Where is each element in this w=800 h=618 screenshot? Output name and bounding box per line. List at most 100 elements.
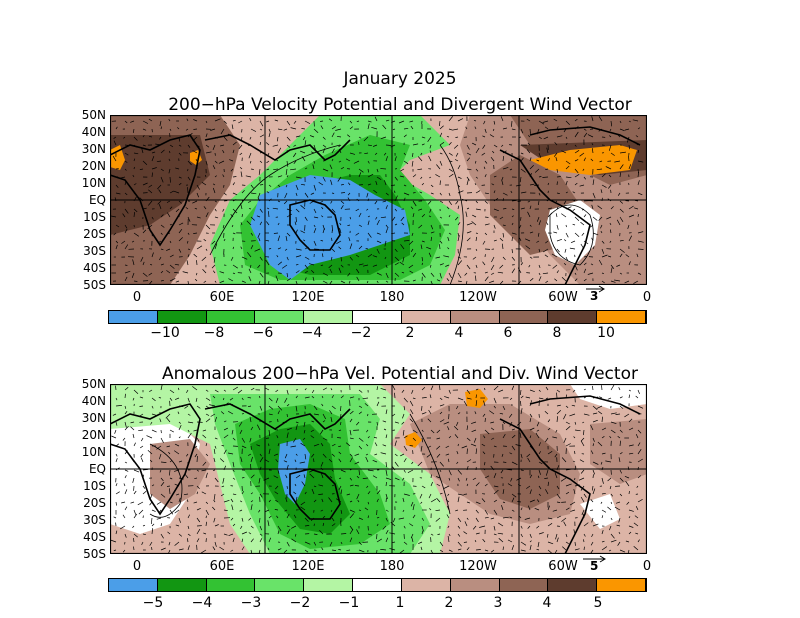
wind-vector	[222, 150, 225, 154]
wind-vector	[124, 228, 128, 234]
wind-vector	[173, 190, 180, 194]
wind-vector	[547, 533, 549, 538]
lat-label: 40N	[81, 394, 106, 408]
wind-vector	[555, 429, 558, 433]
wind-vector	[214, 136, 218, 139]
wind-vector	[510, 477, 513, 482]
wind-vector	[248, 517, 252, 521]
wind-vector	[133, 490, 137, 495]
wind-vector	[124, 506, 128, 511]
wind-vector	[565, 191, 568, 194]
wind-vector	[202, 461, 207, 466]
wind-vector	[331, 192, 335, 194]
wind-vector	[429, 176, 432, 179]
wind-vector	[553, 118, 558, 122]
wind-vector	[231, 124, 234, 130]
wind-vector	[124, 475, 127, 479]
wind-vector	[563, 437, 567, 444]
wind-vector	[436, 483, 441, 487]
wind-vector	[372, 144, 378, 147]
wind-vector	[545, 199, 549, 202]
wind-vector	[610, 412, 617, 415]
wind-vector	[483, 166, 486, 170]
wind-vector	[277, 128, 283, 131]
wind-vector	[187, 144, 191, 148]
wind-vector	[453, 144, 459, 149]
wind-vector	[169, 150, 171, 154]
wind-vector	[403, 458, 407, 463]
coastline	[110, 403, 201, 516]
wind-vector	[304, 453, 307, 460]
wind-vector	[609, 240, 612, 243]
wind-vector	[277, 247, 282, 250]
colorbar-swatch	[255, 579, 305, 591]
wind-vector	[529, 544, 532, 551]
wind-vector	[358, 549, 365, 553]
lon-label: 0	[642, 559, 652, 574]
wind-vector	[160, 481, 165, 487]
wind-vector	[592, 232, 599, 236]
wind-vector	[583, 128, 587, 131]
wind-vector	[439, 120, 441, 127]
wind-vector	[138, 509, 144, 515]
wind-vector	[311, 396, 315, 399]
wind-vector	[295, 395, 298, 399]
wind-vector	[394, 176, 398, 181]
wind-vector	[439, 125, 444, 130]
wind-vector	[367, 413, 369, 417]
wind-vector	[502, 461, 507, 463]
wind-vector	[358, 168, 364, 173]
wind-vector	[223, 465, 227, 471]
wind-vector	[592, 396, 599, 399]
wind-vector	[196, 491, 199, 495]
wind-vector	[265, 239, 270, 242]
wind-vector	[223, 509, 228, 512]
wind-vector	[436, 497, 441, 503]
wind-vector	[447, 236, 450, 242]
wind-vector	[286, 136, 291, 141]
wind-vector	[213, 448, 216, 455]
wind-vector	[124, 264, 128, 266]
wind-vector	[457, 272, 462, 279]
wind-vector	[193, 253, 198, 258]
wind-vector	[286, 232, 291, 237]
wind-vector	[232, 176, 237, 178]
wind-vector	[285, 497, 288, 503]
wind-vector	[565, 206, 572, 210]
wind-vector	[403, 525, 406, 529]
wind-vector	[376, 498, 379, 503]
coastline	[204, 403, 351, 430]
wind-vector	[132, 397, 135, 401]
wind-vector	[196, 405, 201, 409]
wind-vector	[392, 466, 396, 471]
wind-vector	[160, 168, 164, 172]
wind-vector	[140, 457, 144, 463]
wind-vector	[356, 268, 360, 274]
wind-vector	[610, 421, 617, 425]
wind-vector	[185, 128, 189, 131]
wind-vector	[293, 120, 297, 124]
wind-vector	[448, 128, 453, 131]
wind-vector	[320, 200, 324, 203]
wind-vector	[574, 118, 578, 122]
wind-vector	[213, 499, 216, 503]
wind-vector	[232, 272, 236, 275]
wind-vector	[439, 142, 445, 146]
wind-vector	[232, 437, 236, 441]
wind-vector	[346, 493, 351, 496]
wind-vector	[304, 491, 307, 495]
wind-vector	[312, 164, 315, 170]
wind-vector	[174, 541, 180, 546]
wind-vector	[203, 280, 207, 283]
bottom-colorbar	[108, 578, 647, 592]
wind-vector	[601, 184, 607, 188]
wind-vector	[331, 248, 336, 253]
wind-vector	[399, 549, 405, 554]
wind-vector	[133, 183, 137, 186]
wind-vector	[293, 514, 297, 519]
wind-vector	[322, 522, 325, 527]
colorbar-label: 2	[405, 325, 415, 341]
wind-vector	[349, 126, 354, 130]
wind-vector	[246, 220, 252, 226]
wind-vector	[219, 546, 225, 551]
